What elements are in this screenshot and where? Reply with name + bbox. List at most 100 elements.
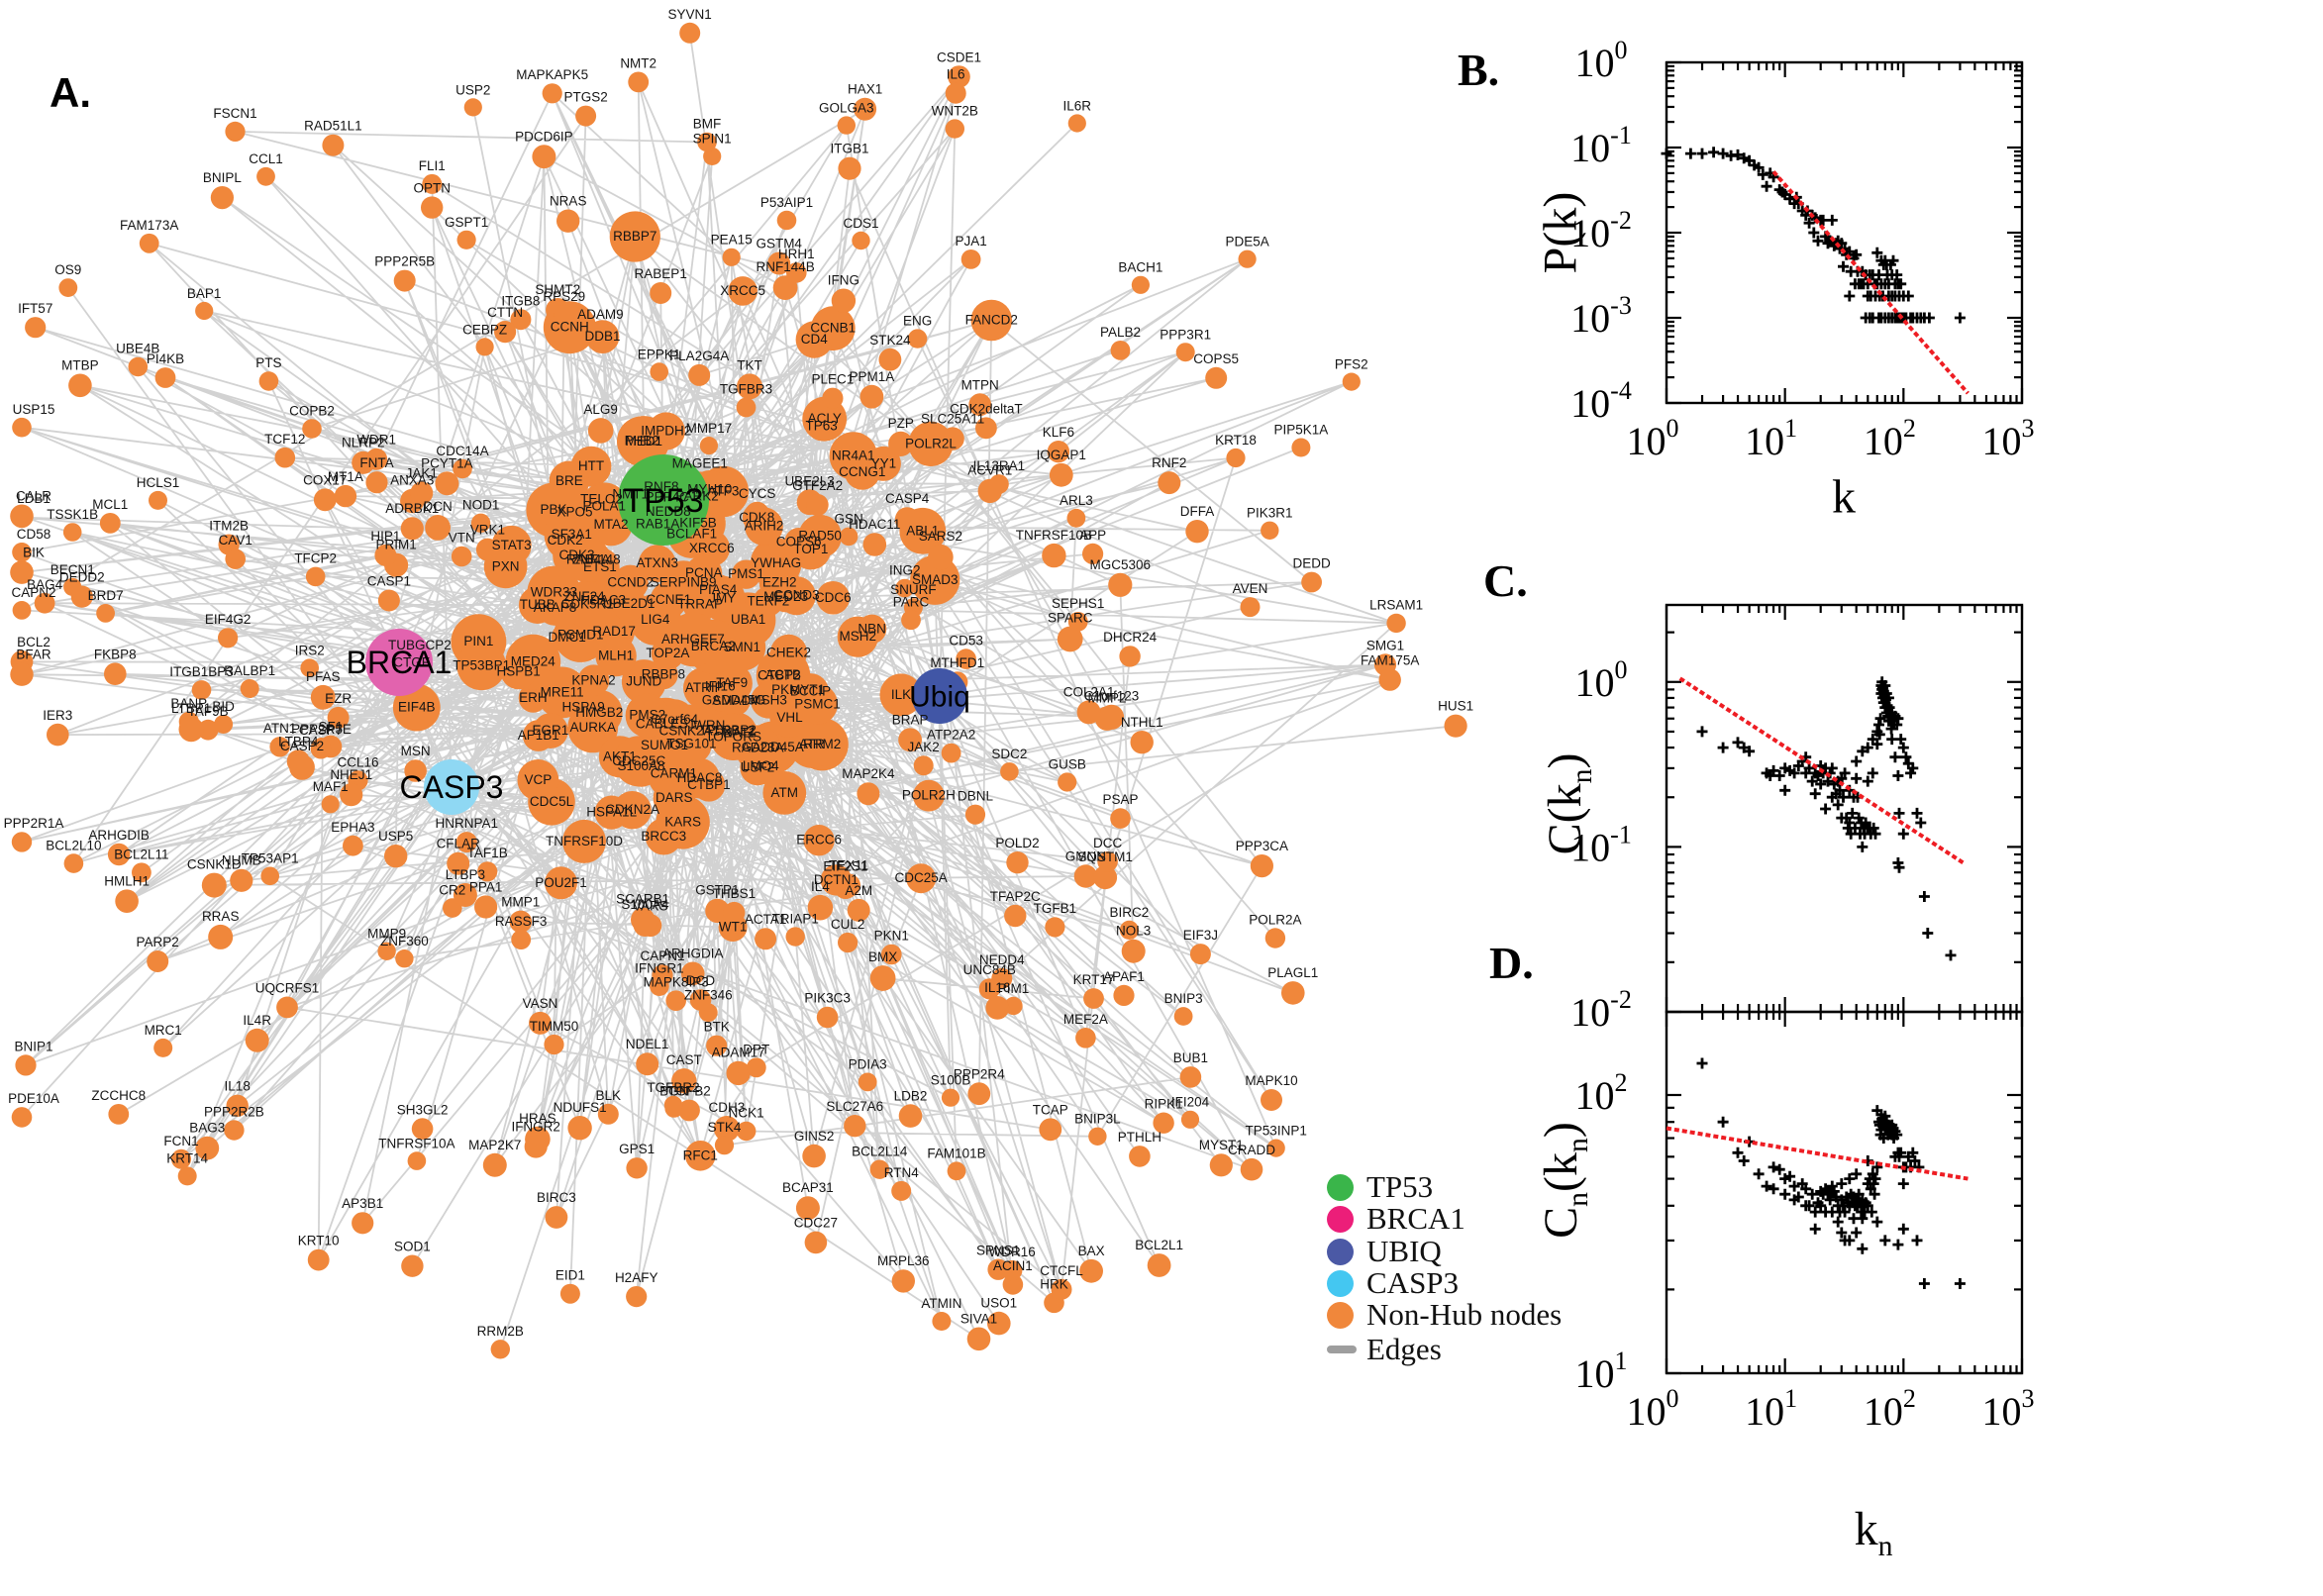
gene-label: SLC27A6	[826, 1099, 883, 1114]
network-node	[68, 373, 92, 398]
gene-label: PARC	[893, 594, 930, 609]
gene-label: APP	[1079, 528, 1106, 543]
gene-label: GOLGA3	[819, 100, 874, 115]
gene-label: HMLH1	[104, 873, 150, 888]
gene-label: CHEK2	[766, 645, 811, 659]
network-node	[269, 737, 290, 757]
network-node	[10, 662, 34, 686]
gene-label: ING2	[889, 563, 921, 578]
network-node	[966, 1327, 991, 1351]
gene-label: PPP3CA	[1236, 839, 1288, 853]
gene-label: SPIN1	[693, 132, 732, 147]
legend-label: Edges	[1366, 1332, 1442, 1366]
network-node	[906, 863, 937, 894]
gene-label: GUSB	[1049, 756, 1086, 771]
gene-label: IFNG	[828, 273, 859, 288]
network-node	[678, 1099, 700, 1122]
network-node	[191, 680, 212, 700]
network-node	[1082, 543, 1104, 565]
network-node	[447, 851, 470, 875]
network-node	[941, 427, 964, 450]
gene-label: CD4	[801, 332, 828, 347]
gene-label: SDC2	[991, 747, 1027, 761]
network-node	[1444, 714, 1467, 738]
gene-label: STAT3	[492, 538, 532, 552]
gene-label: HUS1	[1438, 699, 1473, 714]
gene-label: VHL	[776, 710, 803, 725]
network-node	[307, 1248, 330, 1271]
gene-label: TGFB1	[1034, 901, 1077, 916]
gene-label: BCL2	[17, 635, 50, 649]
network-node	[1173, 1007, 1193, 1026]
gene-label: ZCCHC8	[91, 1088, 146, 1103]
network-node	[609, 211, 660, 262]
legend-item-nonhub: Non-Hub nodes	[1327, 1298, 1562, 1332]
gene-label: JAK1	[406, 466, 438, 481]
gene-label: ITM2B	[209, 519, 249, 534]
gene-label: ARIH2	[745, 519, 784, 534]
gene-label: FSCN1	[213, 106, 256, 121]
network-node	[780, 672, 816, 708]
network-node	[563, 581, 611, 629]
gene-label: DDB1	[584, 329, 620, 344]
network-node	[869, 965, 896, 991]
network-node	[475, 338, 494, 356]
gene-label: SMAD3	[912, 572, 959, 587]
network-node	[545, 866, 577, 900]
gene-label: TRIAP1	[772, 911, 819, 926]
gene-label: CDC14A	[436, 444, 488, 458]
gene-label: BFAR	[16, 648, 51, 662]
network-node	[685, 1141, 716, 1171]
gene-label: PTGS2	[563, 90, 607, 105]
gene-label: SNURF	[890, 582, 937, 597]
gene-label: STK4	[708, 1120, 742, 1135]
gene-label: SARS2	[919, 529, 962, 544]
gene-label: TFAP2C	[990, 889, 1041, 904]
gene-label: FAM175A	[1361, 653, 1419, 668]
gene-label: UBA1	[731, 612, 765, 627]
axis-ticks	[1665, 60, 2024, 405]
network-node	[310, 684, 336, 710]
gene-label: PPP2R5E	[291, 722, 352, 737]
network-node	[1049, 462, 1073, 487]
gene-label: TUBGCP2	[388, 638, 452, 652]
network-node	[313, 488, 337, 512]
network-node	[1250, 854, 1273, 878]
gene-label: CCND3	[773, 588, 820, 603]
network-node	[713, 1116, 740, 1142]
gene-label: BCL2L10	[46, 838, 101, 852]
gene-label: ITGB1	[830, 142, 868, 156]
network-node	[680, 961, 705, 986]
network-node	[844, 454, 880, 490]
panel-c-letter: C.	[1483, 555, 1528, 606]
gene-label: CAST	[666, 1052, 702, 1067]
hub-node-tp53	[618, 454, 709, 546]
network-node	[404, 759, 427, 782]
network-node	[407, 1151, 427, 1170]
gene-label: HSPA9	[561, 699, 604, 714]
network-node	[945, 82, 966, 104]
gene-label: CAPN1	[640, 948, 684, 963]
network-node	[511, 930, 532, 949]
gene-label: RNF8	[644, 479, 678, 494]
gene-label: PPP2R1A	[4, 816, 64, 831]
network-node	[377, 942, 396, 960]
gene-label: TAF1B	[467, 846, 508, 860]
gene-label: EPPK1	[638, 347, 681, 361]
gene-label: CUL2	[831, 917, 865, 932]
gene-label: DCC	[1093, 836, 1122, 850]
gene-label: OS9	[54, 262, 81, 277]
gene-label: ATRIP	[685, 680, 724, 695]
network-node	[941, 1088, 960, 1107]
network-node	[665, 990, 686, 1011]
network-node	[822, 387, 844, 409]
gene-label: PCYT1A	[421, 455, 473, 470]
gene-label: PPP2R5B	[374, 254, 435, 269]
gene-label: ALG9	[583, 402, 618, 417]
network-node	[1386, 613, 1406, 634]
gene-label: CCNB1	[810, 321, 856, 336]
gene-label: ILK	[891, 687, 911, 702]
gene-label: NMT2	[620, 56, 656, 71]
panel-b-y-axis-title: P(k)	[1534, 191, 1587, 274]
network-node	[736, 397, 757, 418]
